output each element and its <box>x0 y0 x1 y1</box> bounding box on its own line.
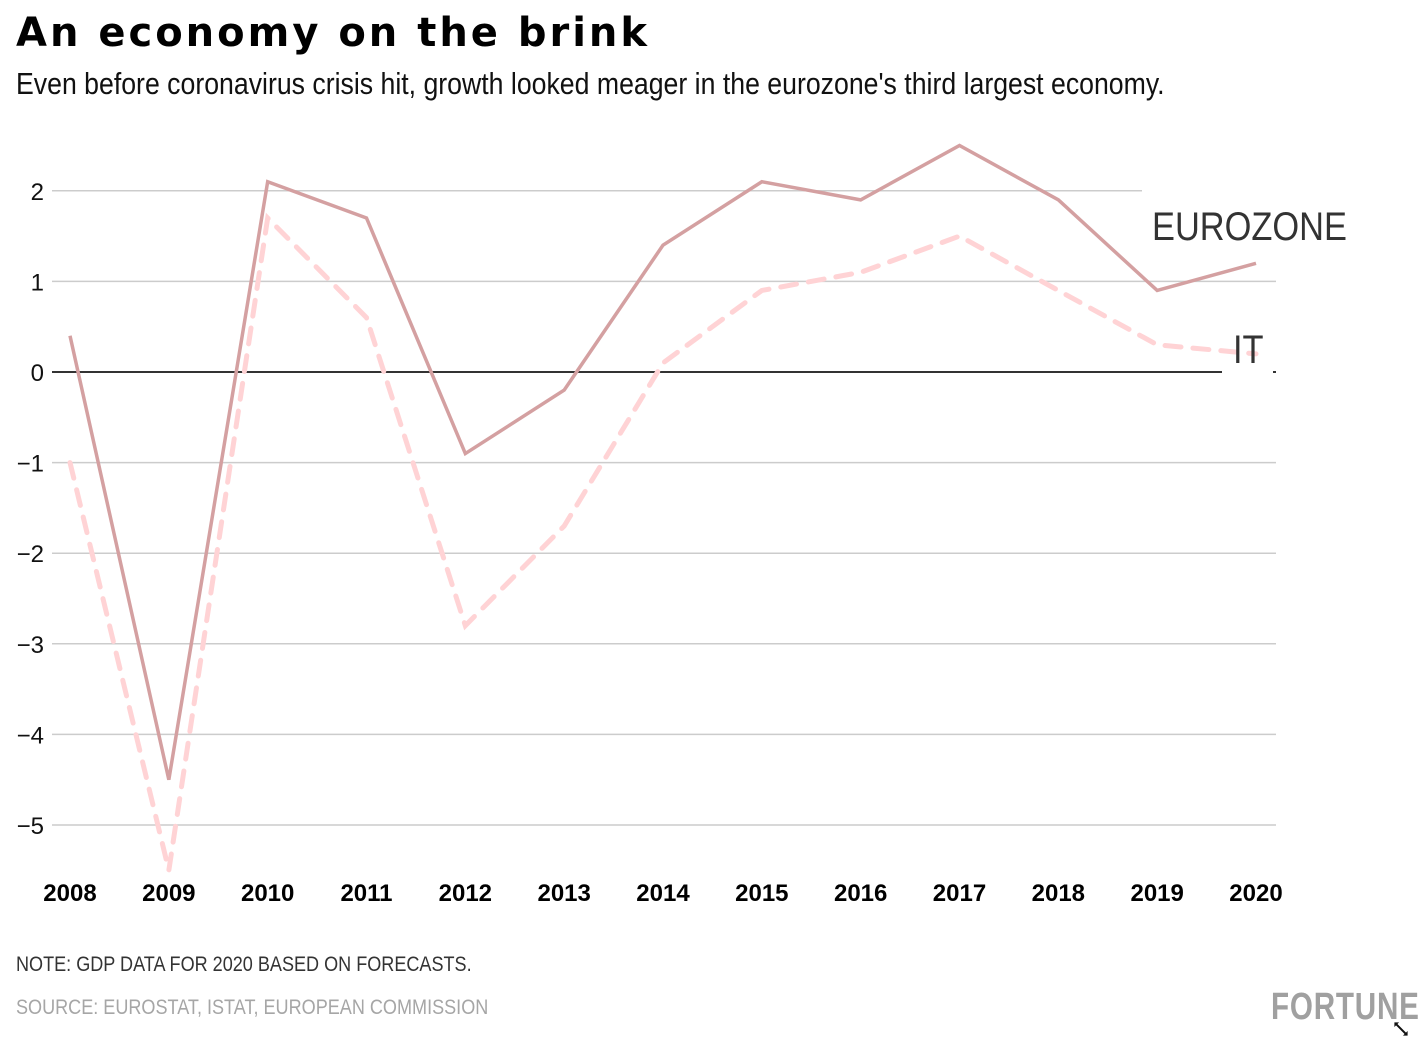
x-tick-label: 2017 <box>933 880 986 907</box>
series-labels: EUROZONE IT <box>1152 204 1347 372</box>
chart-title: An economy on the brink <box>16 10 650 56</box>
zero-line-end-mark <box>1273 371 1276 373</box>
italy-series-line <box>67 212 1259 871</box>
x-tick-label: 2015 <box>735 880 788 907</box>
gridlines <box>52 190 1276 826</box>
y-tick-label: −5 <box>17 813 44 840</box>
series-lines <box>67 143 1259 871</box>
x-tick-label: 2012 <box>439 880 492 907</box>
resize-cursor-icon <box>1393 1021 1409 1037</box>
x-tick-label: 2009 <box>142 880 195 907</box>
y-tick-label: −1 <box>17 451 44 478</box>
eurozone-series-label: EUROZONE <box>1152 204 1347 249</box>
italy-series-label: IT <box>1233 327 1264 372</box>
line-chart: 210−1−2−3−4−5 2008 2009 2010 2011 2012 2013 20… <box>17 143 1347 907</box>
x-axis-ticks: 2008 2009 2010 2011 2012 2013 2014 2015 2016 2017… <box>43 880 1282 907</box>
x-tick-label: 2019 <box>1130 880 1183 907</box>
x-tick-label: 2018 <box>1032 880 1085 907</box>
chart-subtitle: Even before coronavirus crisis hit, grow… <box>16 66 1165 101</box>
fortune-logo: FORTUNE <box>1271 986 1420 1028</box>
x-tick-label: 2008 <box>43 880 96 907</box>
source-note: SOURCE: EUROSTAT, ISTAT, EUROPEAN COMMIS… <box>16 996 489 1019</box>
y-tick-label: 0 <box>31 360 44 387</box>
y-tick-label: 2 <box>31 179 44 206</box>
y-tick-label: −2 <box>17 541 44 568</box>
eurozone-series-line <box>68 143 1257 781</box>
x-tick-label: 2013 <box>537 880 590 907</box>
y-axis-ticks: 2 1 0 −1 −2 −3 −4 −5 <box>17 179 44 840</box>
x-tick-label: 2016 <box>834 880 887 907</box>
y-tick-label: −4 <box>17 722 44 749</box>
y-tick-label: −3 <box>17 632 44 659</box>
footnote: NOTE: GDP DATA FOR 2020 BASED ON FORECAS… <box>16 953 472 976</box>
x-tick-label: 2014 <box>636 880 690 907</box>
x-tick-label: 2011 <box>340 880 392 907</box>
y-tick-label: 1 <box>31 269 44 296</box>
x-tick-label: 2010 <box>241 880 294 907</box>
x-tick-label: 2020 <box>1229 880 1282 907</box>
